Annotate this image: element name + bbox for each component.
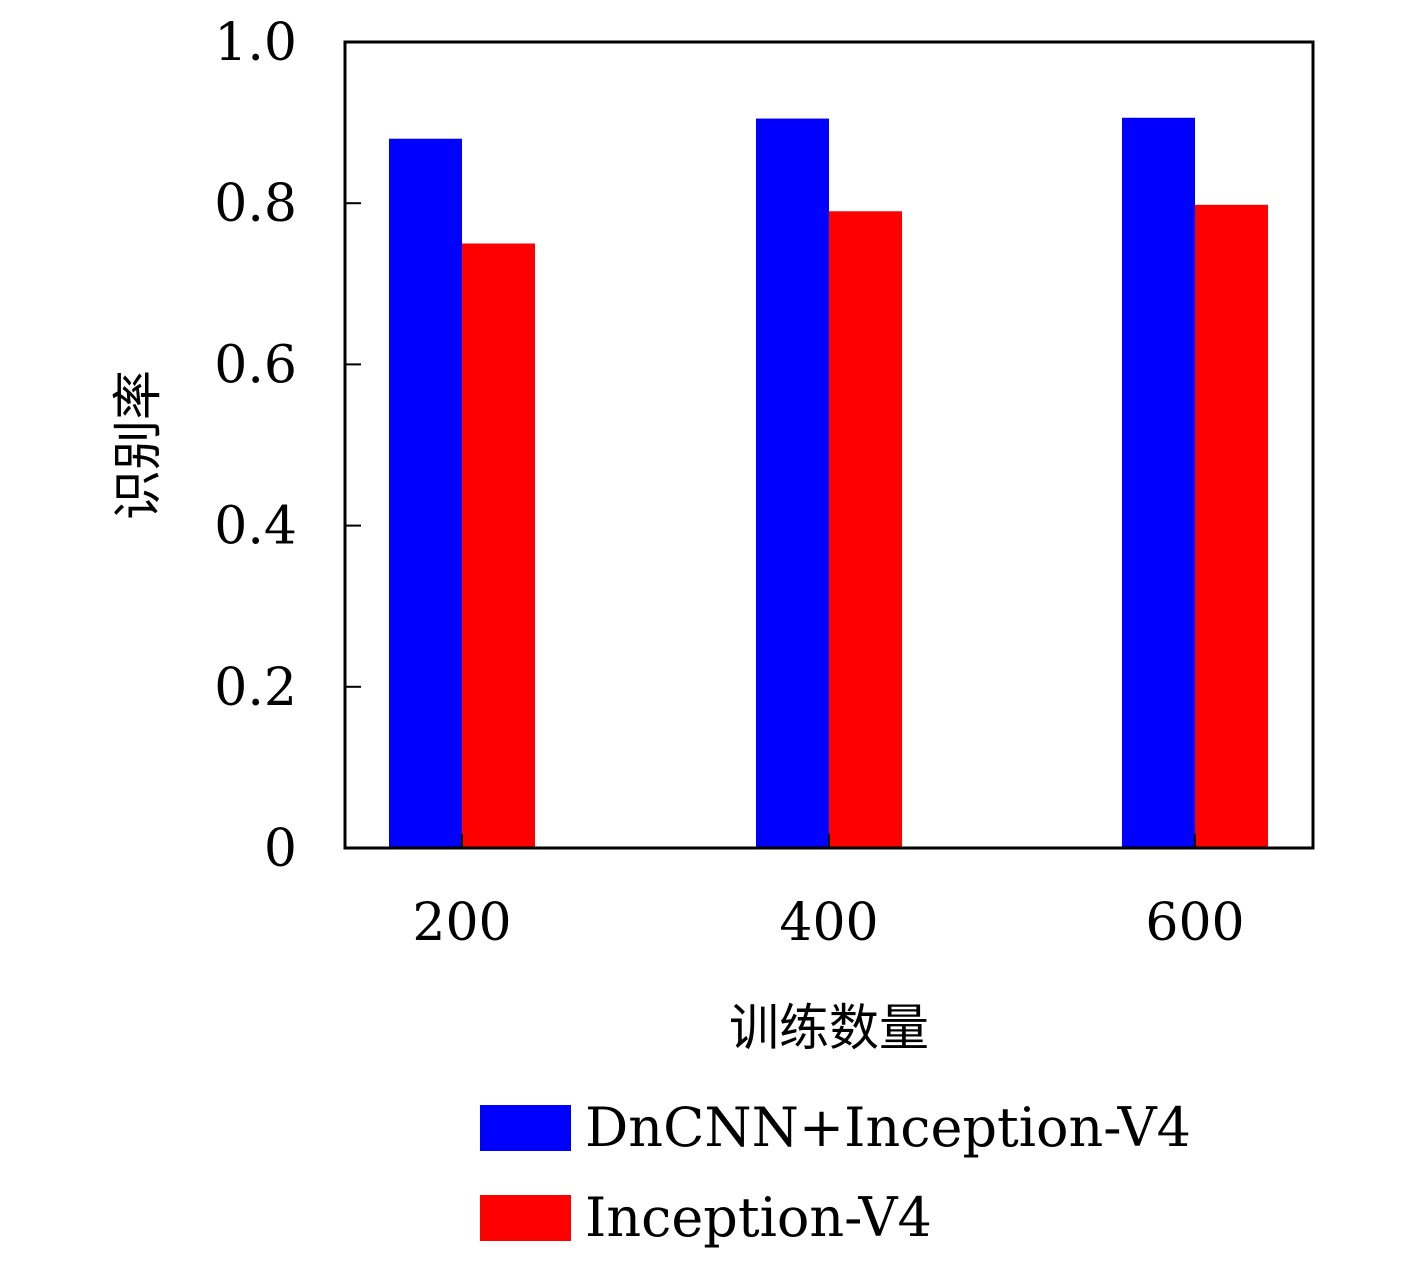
- x-tick-label: 600: [1145, 893, 1244, 953]
- y-tick-label: 0: [264, 819, 297, 879]
- legend-swatch-inception-v4: [480, 1195, 571, 1241]
- bar-inception-v4-600: [1195, 204, 1268, 848]
- bar-dncnn-inception-v4-600: [1122, 117, 1195, 849]
- y-tick-label: 1.0: [214, 13, 297, 73]
- x-axis: 200 400 600: [412, 834, 1245, 953]
- y-tick-label: 0.2: [214, 658, 297, 718]
- y-tick-label: 0.8: [214, 174, 297, 234]
- y-tick-label: 0.6: [214, 335, 297, 395]
- y-axis: 0 0.2 0.4 0.6 0.8 1.0: [214, 13, 361, 879]
- bars-group: [389, 117, 1268, 849]
- legend-swatch-dncnn-inception-v4: [480, 1105, 571, 1151]
- legend-label-dncnn-inception-v4: DnCNN+Inception-V4: [585, 1096, 1191, 1159]
- bar-dncnn-inception-v4-200: [389, 138, 462, 849]
- legend-label-inception-v4: Inception-V4: [585, 1186, 932, 1249]
- x-tick-label: 400: [779, 893, 878, 953]
- y-axis-label: 识别率: [109, 370, 167, 520]
- x-axis-label: 训练数量: [729, 999, 929, 1057]
- legend: DnCNN+Inception-V4 Inception-V4: [480, 1096, 1191, 1249]
- bar-inception-v4-400: [829, 211, 902, 848]
- x-tick-label: 200: [412, 893, 511, 953]
- y-tick-label: 0.4: [214, 497, 297, 557]
- bar-dncnn-inception-v4-400: [756, 118, 829, 848]
- bar-inception-v4-200: [462, 243, 535, 848]
